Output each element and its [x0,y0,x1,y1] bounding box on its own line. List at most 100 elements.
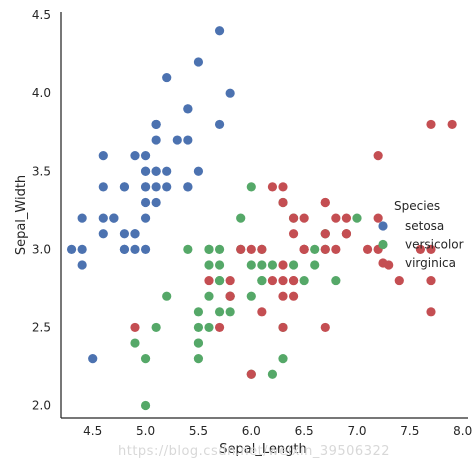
data-point-virginica [415,244,426,254]
data-point-virginica [320,244,330,254]
plot-area [66,26,457,411]
x-tick-label: 7.5 [400,424,419,438]
data-point-virginica [426,244,436,254]
watermark: https://blog.csdn.net/weixin_39506322 [118,444,391,459]
data-point-virginica [320,197,330,208]
data-point-virginica [278,322,288,333]
data-point-versicolor [193,354,204,364]
data-point-virginica [267,275,278,286]
data-point-versicolor [140,354,151,364]
y-tick-label: 2.0 [32,399,51,413]
data-point-virginica [288,229,299,239]
data-point-setosa [151,182,161,192]
data-point-virginica [130,322,140,333]
data-point-virginica [246,244,256,254]
data-point-virginica [373,213,383,223]
data-point-virginica [331,213,341,223]
data-point-setosa [151,119,161,130]
data-point-setosa [172,135,182,145]
data-point-setosa [140,166,151,176]
data-point-versicolor [310,244,320,254]
data-point-virginica [225,275,235,286]
data-point-setosa [214,119,225,130]
data-point-setosa [88,354,98,364]
data-point-virginica [320,322,330,333]
legend-marker-setosa [378,221,388,231]
data-point-versicolor [299,275,309,286]
data-point-versicolor [151,322,161,333]
legend-marker-versicolor [378,239,388,250]
legend-label-setosa: setosa [405,219,444,233]
data-point-versicolor [162,291,172,301]
data-point-versicolor [214,260,225,270]
data-point-versicolor [352,213,362,223]
data-point-virginica [331,244,341,254]
data-point-versicolor [204,244,214,254]
x-tick-label: 6.0 [242,424,261,438]
legend-label-virginica: virginica [405,256,456,270]
data-point-versicolor [267,260,278,270]
data-point-versicolor [140,400,151,411]
legend-label-versicolor: versicolor [405,238,464,252]
data-point-virginica [278,275,288,286]
data-point-virginica [236,244,246,254]
data-point-virginica [373,151,383,161]
data-point-versicolor [204,260,214,270]
data-point-setosa [151,135,161,145]
data-point-setosa [98,182,108,192]
data-point-virginica [299,213,309,223]
data-point-versicolor [225,307,235,317]
data-point-virginica [341,213,352,223]
data-point-setosa [140,244,151,254]
data-point-versicolor [257,260,267,270]
data-point-virginica [204,275,214,286]
data-point-setosa [119,244,130,254]
data-point-versicolor [193,322,204,333]
data-point-setosa [193,57,204,67]
data-point-versicolor [204,322,214,333]
data-point-virginica [267,182,278,192]
data-point-virginica [341,229,352,239]
x-axis-label: Sepal_Length [219,442,306,457]
x-tick-label: 5.0 [136,424,155,438]
data-point-versicolor [204,291,214,301]
data-point-setosa [193,166,204,176]
data-point-setosa [98,229,108,239]
x-tick-label: 5.5 [189,424,208,438]
x-tick-label: 8.0 [453,424,472,438]
data-point-versicolor [310,260,320,270]
data-point-virginica [320,229,330,239]
data-point-setosa [77,244,87,254]
data-point-virginica [257,307,267,317]
data-point-virginica [447,119,457,130]
y-tick-label: 4.0 [32,86,51,100]
x-tick-labels: 4.5 5.0 5.5 6.0 6.5 7.0 7.5 8.0 [83,424,472,438]
data-point-virginica [257,244,267,254]
data-point-versicolor [214,244,225,254]
data-point-virginica [299,244,309,254]
data-point-versicolor [257,275,267,286]
data-point-virginica [246,369,256,379]
data-point-versicolor [214,307,225,317]
data-point-versicolor [183,244,193,254]
data-point-setosa [140,151,151,161]
data-point-virginica [362,244,373,254]
data-point-setosa [109,213,119,223]
y-tick-label: 4.5 [32,8,51,22]
data-point-virginica [278,291,288,301]
data-point-setosa [183,104,193,114]
x-tick-label: 6.5 [295,424,314,438]
data-point-virginica [214,322,225,333]
data-point-versicolor [193,338,204,348]
data-point-setosa [77,260,87,270]
data-point-setosa [162,182,172,192]
data-point-setosa [183,135,193,145]
data-point-setosa [183,182,193,192]
data-point-virginica [288,213,299,223]
data-point-setosa [66,244,77,254]
data-point-versicolor [331,275,341,286]
y-tick-labels: 2.0 2.5 3.0 3.5 4.0 4.5 [32,8,51,412]
data-point-versicolor [130,338,140,348]
y-tick-label: 2.5 [32,320,51,334]
